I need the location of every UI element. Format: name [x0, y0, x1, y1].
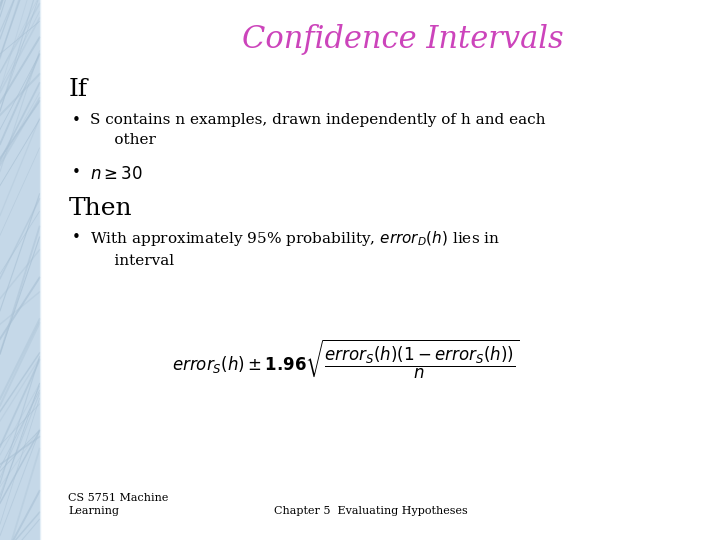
Text: CS 5751 Machine
Learning: CS 5751 Machine Learning: [68, 494, 168, 516]
Text: With approximately 95% probability, $\mathit{error}_{D}\mathit{(h)}$ lies in
   : With approximately 95% probability, $\ma…: [90, 230, 500, 268]
Text: •: •: [72, 113, 81, 129]
Text: •: •: [72, 230, 81, 245]
Text: If: If: [68, 78, 88, 102]
Text: Confidence Intervals: Confidence Intervals: [243, 24, 564, 55]
Text: Then: Then: [68, 197, 132, 220]
Text: S contains n examples, drawn independently of h and each
     other: S contains n examples, drawn independent…: [90, 113, 546, 147]
Text: Chapter 5  Evaluating Hypotheses: Chapter 5 Evaluating Hypotheses: [274, 505, 467, 516]
Text: •: •: [72, 165, 81, 180]
Text: $\mathit{error}_{S}(h) \pm \mathbf{1.96}\sqrt{\dfrac{\mathit{error}_{S}(h)(1 - \: $\mathit{error}_{S}(h) \pm \mathbf{1.96}…: [172, 338, 519, 381]
Text: $\mathit{n} \geq 30$: $\mathit{n} \geq 30$: [90, 165, 143, 183]
